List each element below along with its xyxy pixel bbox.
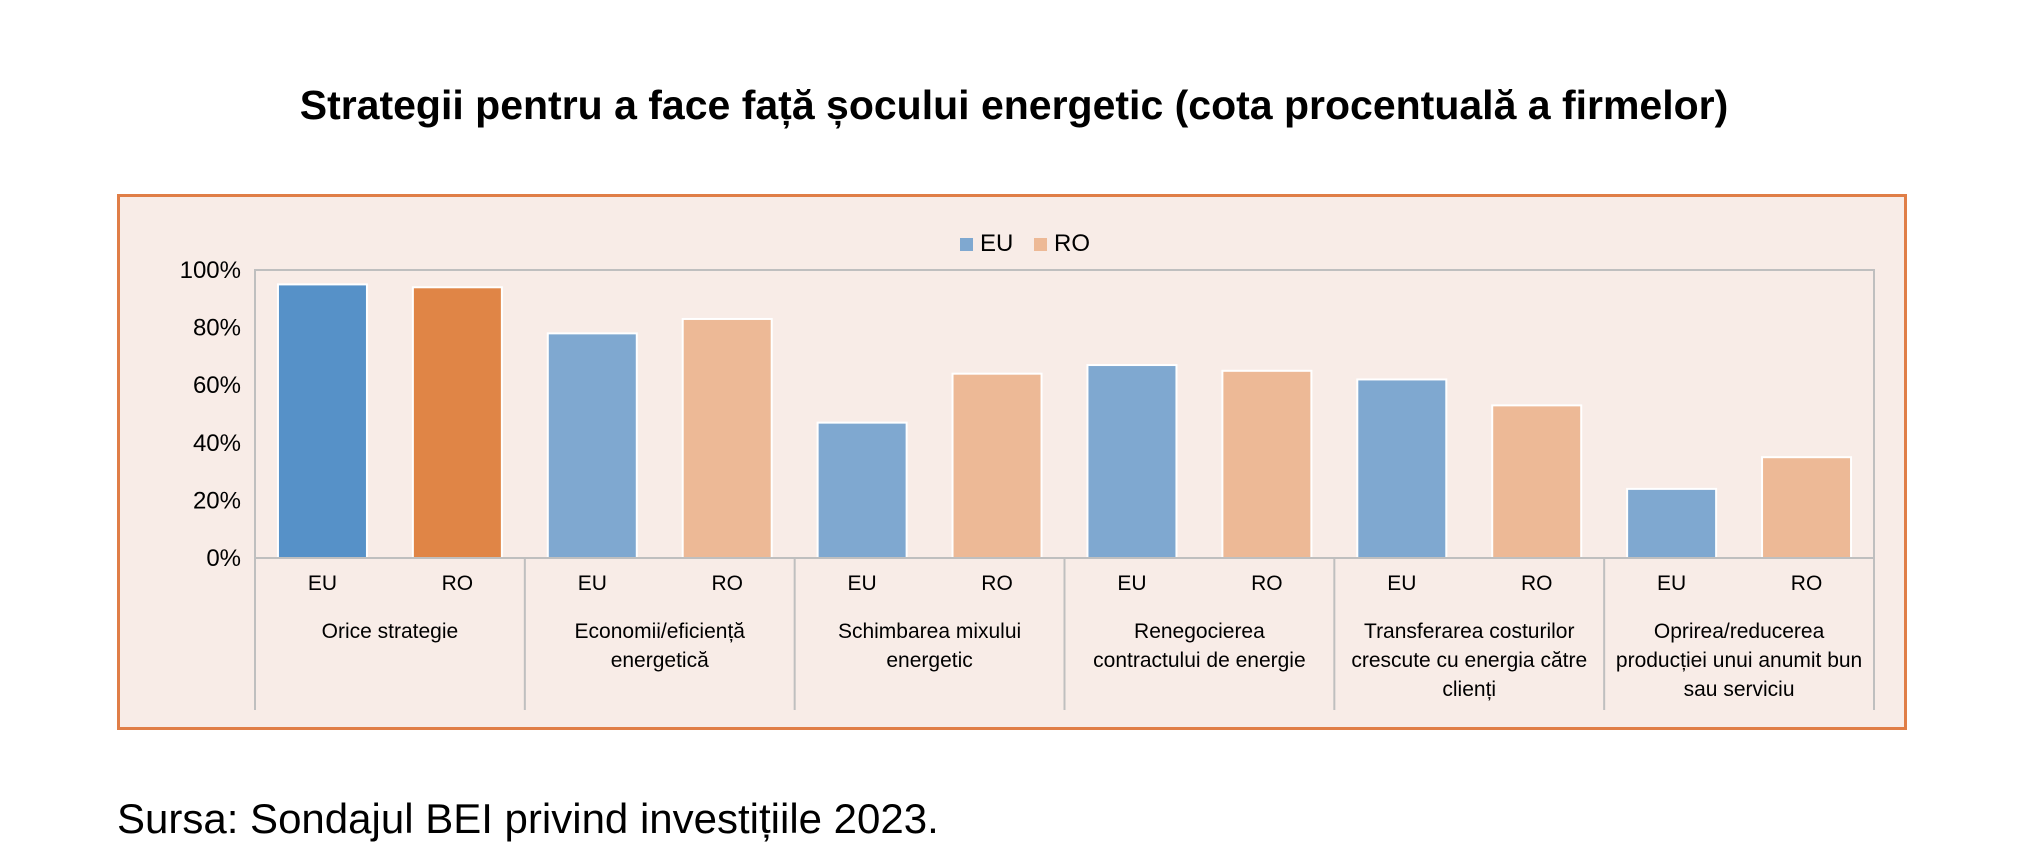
chart-title: Strategii pentru a face față șocului ene… (299, 82, 1729, 128)
bar-ro (1221, 369, 1313, 559)
bar-eu (1626, 487, 1718, 560)
y-tick-label: 40% (193, 430, 241, 457)
x-category-label: Renegocierea (1134, 620, 1265, 643)
bar-ro (681, 317, 773, 559)
legend-label-ro: RO (1054, 230, 1090, 257)
x-series-label: RO (1521, 572, 1553, 595)
x-series-label: RO (442, 572, 474, 595)
x-series-label: RO (1791, 572, 1823, 595)
x-category-label: sau serviciu (1684, 678, 1795, 701)
bar-eu (1356, 378, 1448, 559)
bar-ro (1491, 404, 1583, 559)
x-series-label: EU (1387, 572, 1416, 595)
x-category-label: crescute cu energia către (1351, 649, 1587, 672)
bar-chart: 0% 20% 40% 60% 80% 100% EU RO EU RO EU RO EU RO EU RO EU… (180, 230, 1875, 710)
legend-label-eu: EU (980, 230, 1013, 257)
x-category-label: contractului de energie (1093, 649, 1305, 672)
bar-eu (1086, 364, 1178, 559)
x-category-label: clienți (1442, 678, 1496, 701)
legend-swatch-ro (1034, 238, 1047, 251)
x-series-label: EU (578, 572, 607, 595)
bar-eu (546, 332, 638, 559)
x-category-label: producției unui anumit bun (1616, 649, 1862, 672)
x-series-label: EU (308, 572, 337, 595)
bar-ro (411, 286, 503, 559)
x-series-label: RO (711, 572, 743, 595)
legend-swatch-eu (960, 238, 973, 251)
x-category-label: energetic (886, 649, 972, 672)
x-category-label: Orice strategie (322, 620, 459, 643)
bar-ro (951, 372, 1043, 559)
source-note: Sursa: Sondajul BEI privind investițiile… (117, 795, 939, 842)
bar-eu (816, 421, 908, 559)
y-tick-label: 0% (206, 545, 241, 572)
x-series-label: EU (848, 572, 877, 595)
x-category-label: Schimbarea mixului (838, 620, 1021, 643)
y-tick-label: 60% (193, 372, 241, 399)
x-category-label: Economii/eficiență (575, 620, 746, 643)
x-category-label: Oprirea/reducerea (1654, 620, 1825, 643)
x-series-label: RO (1251, 572, 1283, 595)
y-tick-label: 80% (193, 315, 241, 342)
x-series-label: EU (1117, 572, 1146, 595)
x-category-label: energetică (611, 649, 709, 672)
bar-eu (276, 283, 368, 560)
x-category-label: Transferarea costurilor (1364, 620, 1574, 643)
x-series-label: EU (1657, 572, 1686, 595)
y-tick-label: 20% (193, 487, 241, 514)
x-series-label: RO (981, 572, 1013, 595)
y-tick-label: 100% (180, 257, 241, 284)
bar-ro (1761, 456, 1853, 560)
